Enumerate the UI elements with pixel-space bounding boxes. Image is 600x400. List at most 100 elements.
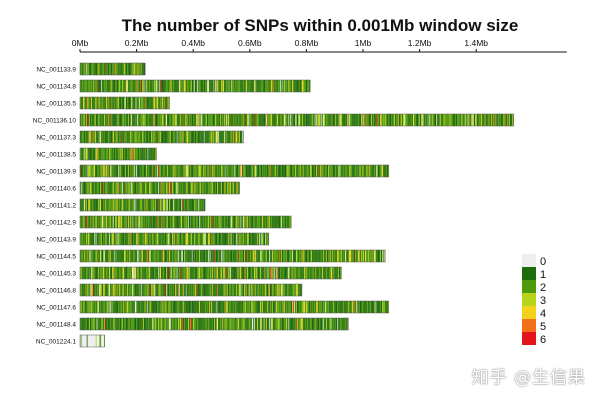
snp-window (98, 250, 100, 262)
snp-window (461, 114, 463, 126)
snp-window (248, 284, 250, 296)
x-tick-label: 0.2Mb (125, 38, 149, 48)
snp-window (139, 80, 141, 92)
snp-window (127, 250, 129, 262)
snp-window (260, 80, 261, 92)
snp-window (179, 267, 180, 279)
snp-window (110, 114, 112, 126)
snp-window (252, 114, 254, 126)
snp-window (139, 63, 141, 75)
snp-window (116, 267, 118, 279)
snp-window (185, 182, 186, 194)
snp-window (232, 301, 234, 313)
snp-window (251, 301, 253, 313)
snp-window (125, 63, 127, 75)
snp-window (83, 318, 84, 330)
snp-window (107, 131, 109, 143)
snp-window (241, 131, 243, 143)
snp-window (202, 216, 204, 228)
snp-window (342, 250, 344, 262)
snp-window (152, 301, 153, 313)
snp-window (146, 182, 148, 194)
snp-window (83, 182, 84, 194)
snp-window (116, 148, 117, 160)
snp-window (185, 114, 187, 126)
chromosome-outline (79, 96, 170, 110)
snp-window (146, 148, 148, 160)
snp-window (86, 216, 87, 228)
snp-window (295, 284, 297, 296)
snp-window (317, 114, 318, 126)
snp-window (107, 216, 109, 228)
snp-window (109, 199, 111, 211)
snp-window (248, 267, 250, 279)
snp-window (98, 250, 99, 262)
snp-window (155, 165, 157, 177)
snp-window (207, 250, 209, 262)
snp-window (111, 165, 113, 177)
snp-window (283, 114, 285, 126)
snp-window (229, 216, 231, 228)
snp-window (102, 97, 104, 109)
snp-window (146, 182, 147, 194)
snp-window (82, 199, 84, 211)
snp-window (296, 114, 297, 126)
snp-window (200, 131, 201, 143)
snp-window (283, 267, 285, 279)
snp-window (186, 284, 188, 296)
snp-window (125, 284, 126, 296)
snp-window (223, 216, 225, 228)
snp-window (200, 318, 201, 330)
snp-window (124, 233, 126, 245)
snp-window (311, 114, 312, 126)
snp-window (112, 97, 114, 109)
snp-window (91, 80, 93, 92)
chromosome-outline (79, 300, 390, 314)
snp-window (105, 250, 107, 262)
snp-window (94, 97, 96, 109)
snp-window (116, 63, 118, 75)
snp-window (149, 267, 150, 279)
snp-window (272, 80, 274, 92)
snp-window (109, 250, 111, 262)
snp-window (126, 97, 128, 109)
snp-window (298, 114, 300, 126)
snp-window (194, 250, 196, 262)
snp-window (490, 114, 492, 126)
snp-window (94, 80, 96, 92)
snp-window (336, 267, 338, 279)
snp-window (198, 165, 200, 177)
snp-window (162, 199, 164, 211)
snp-window (274, 80, 276, 92)
snp-window (249, 233, 251, 245)
snp-window (112, 182, 114, 194)
snp-window (215, 284, 217, 296)
snp-window (172, 301, 174, 313)
snp-window (135, 233, 137, 245)
snp-window (220, 165, 222, 177)
snp-window (226, 284, 228, 296)
snp-window (215, 250, 216, 262)
snp-window (203, 216, 205, 228)
snp-window (109, 97, 111, 109)
snp-window (497, 114, 498, 126)
snp-window (230, 284, 232, 296)
snp-window (323, 267, 325, 279)
snp-window (98, 148, 99, 160)
snp-window (344, 165, 346, 177)
snp-window (327, 114, 329, 126)
snp-window (248, 284, 249, 296)
snp-window (226, 80, 228, 92)
snp-window (237, 131, 239, 143)
snp-window (170, 267, 171, 279)
snp-window (347, 318, 348, 330)
snp-window (86, 233, 87, 245)
snp-window (320, 301, 321, 313)
snp-window (287, 250, 289, 262)
snp-window (87, 284, 89, 296)
snp-window (286, 80, 288, 92)
snp-window (212, 131, 213, 143)
snp-window (191, 267, 192, 279)
snp-window (91, 318, 93, 330)
snp-window (247, 165, 249, 177)
